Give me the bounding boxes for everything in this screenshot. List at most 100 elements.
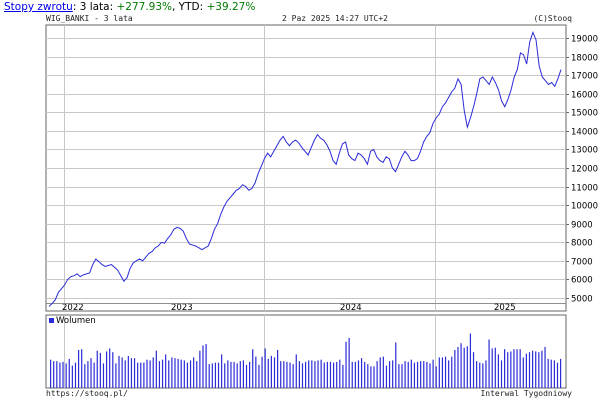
volume-bar: [367, 364, 369, 388]
volume-bar: [507, 352, 509, 388]
volume-bar: [267, 358, 269, 388]
volume-bar: [482, 363, 484, 388]
volume-bar: [497, 354, 499, 388]
volume-bar: [177, 358, 179, 388]
volume-bar: [109, 348, 111, 388]
volume-bar: [180, 359, 182, 388]
footer-interval: Interwal Tygodniowy: [480, 389, 572, 398]
volume-bar: [124, 360, 126, 388]
volume-bar: [448, 360, 450, 388]
y-tick-label: 14000: [571, 128, 598, 138]
y-tick-label: 7000: [571, 258, 593, 268]
volume-bar: [196, 361, 198, 388]
volume-bar: [81, 349, 83, 388]
volume-bar: [332, 362, 335, 388]
volume-bar: [370, 366, 372, 388]
volume-bar: [485, 360, 487, 388]
footer-site[interactable]: https://stooq.pl/: [46, 389, 128, 398]
volume-bar: [270, 355, 272, 388]
volume-bar: [444, 356, 447, 388]
volume-bar: [230, 361, 232, 388]
volume-legend-label: Wolumen: [56, 316, 96, 326]
volume-bar: [472, 352, 475, 388]
volume-bar: [320, 359, 322, 388]
y-tick-label: 12000: [571, 165, 598, 175]
volume-bar: [168, 360, 170, 388]
volume-bar: [560, 358, 562, 388]
volume-bar: [130, 358, 133, 388]
volume-bar: [239, 361, 241, 388]
volume-bar: [152, 357, 154, 388]
volume-bar: [161, 359, 164, 388]
volume-bar: [68, 358, 70, 388]
y-tick-label: 6000: [571, 276, 593, 286]
volume-bar: [289, 362, 291, 388]
volume-bar: [77, 349, 80, 388]
volume-bar: [71, 365, 73, 388]
volume-bar: [457, 346, 459, 388]
volume-bar: [323, 362, 325, 388]
volume-bar: [357, 360, 360, 388]
volume-bar: [245, 364, 248, 388]
volume-bar: [233, 361, 235, 388]
volume-bar: [385, 365, 388, 388]
volume-bar: [373, 366, 375, 388]
volume-bar: [112, 352, 114, 388]
volume-bar: [435, 366, 437, 388]
volume-bar: [466, 346, 468, 388]
volume-bar: [510, 351, 512, 388]
volume-bar: [339, 359, 341, 388]
y-tick-label: 9000: [571, 221, 593, 231]
volume-bar: [525, 353, 527, 388]
volume-legend-swatch: [49, 318, 54, 323]
volume-bar: [149, 360, 151, 388]
y-tick-label: 16000: [571, 91, 598, 101]
volume-bar: [398, 364, 400, 388]
volume-bar: [158, 361, 161, 388]
volume-bar: [426, 361, 428, 388]
volume-bar: [522, 357, 524, 388]
volume-bar: [479, 362, 481, 388]
volume-bar: [463, 347, 465, 388]
volume-bar: [292, 364, 294, 388]
volume-bar: [308, 360, 310, 388]
volume-bar: [118, 355, 120, 388]
ytd-label: , YTD:: [172, 1, 207, 13]
volume-bar: [441, 357, 444, 388]
volume-bar: [420, 361, 422, 388]
volume-bar: [360, 358, 363, 388]
volume-bar: [65, 363, 67, 388]
volume-bar: [127, 355, 129, 388]
chart-timestamp: 2 Paz 2025 14:27 UTC+2: [282, 14, 388, 23]
volume-bar: [305, 361, 307, 388]
volume-bar: [392, 360, 394, 388]
volume-bar: [183, 360, 185, 388]
volume-bar: [451, 356, 453, 388]
y-tick-label: 19000: [571, 35, 598, 45]
volume-bar: [155, 350, 157, 388]
volume-bar: [395, 342, 397, 388]
volume-bar: [541, 350, 543, 388]
returns-link[interactable]: Stopy zwrotu: [4, 1, 73, 13]
volume-bar: [280, 361, 282, 388]
volume-bar: [121, 357, 123, 388]
volume-bar: [504, 349, 506, 388]
volume-bar: [488, 339, 490, 388]
volume-bar: [547, 358, 549, 388]
volume-bar: [513, 349, 515, 388]
volume-bar: [189, 360, 192, 388]
volume-bar: [53, 361, 55, 388]
ytd-return-value: +39.27%: [206, 1, 256, 13]
volume-bar: [199, 350, 201, 388]
volume-bar: [221, 354, 223, 388]
volume-bar: [454, 349, 456, 388]
volume-bar: [314, 361, 316, 388]
volume-bar: [146, 359, 148, 388]
volume-bar: [423, 361, 425, 388]
volume-bar: [500, 360, 503, 388]
volume-bar: [407, 361, 409, 388]
volume-bar: [326, 361, 328, 388]
volume-bar: [351, 361, 353, 388]
y-tick-label: 13000: [571, 146, 598, 156]
volume-bar: [208, 364, 210, 388]
